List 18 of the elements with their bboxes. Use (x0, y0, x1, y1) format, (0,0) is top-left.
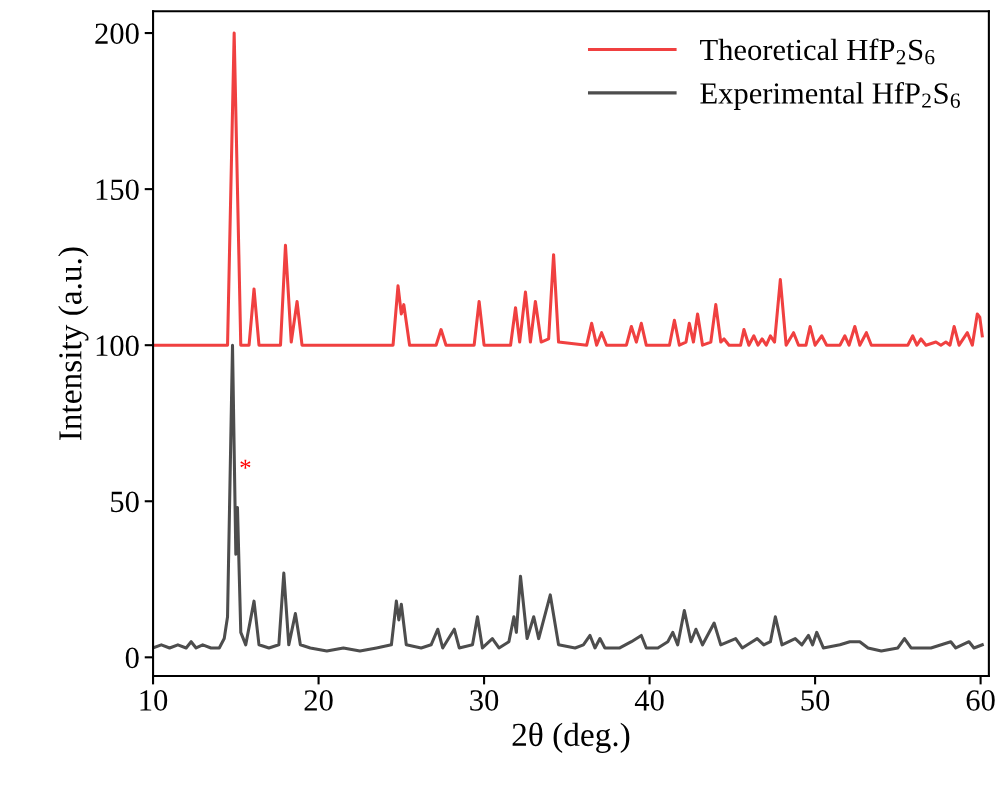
x-tick-label: 50 (801, 690, 830, 711)
annotation: * (240, 459, 251, 469)
x-tick-label: 40 (634, 690, 664, 711)
line-series (153, 31, 984, 347)
x-tick-label: 20 (304, 690, 333, 711)
y-tick-label: 100 (96, 335, 139, 357)
y-tick-label: 50 (111, 491, 139, 513)
x-tick-label: 60 (966, 690, 995, 711)
x-tick-label: 30 (470, 690, 499, 711)
legend-label: Experimental HfP$_{2}$S$_{6}$ (700, 81, 960, 110)
y-tick-label: 150 (96, 179, 139, 201)
legend-label: Theoretical HfP$_{2}$S$_{6}$ (700, 38, 935, 65)
y-axis-title: Intensity (a.u.) (58, 247, 89, 441)
x-tick-label: 10 (140, 690, 168, 711)
x-axis-title: 2θ (deg.) (512, 722, 630, 753)
line-series (153, 343, 984, 653)
y-tick-label: 200 (95, 23, 139, 44)
y-tick-label: 0 (125, 647, 139, 669)
